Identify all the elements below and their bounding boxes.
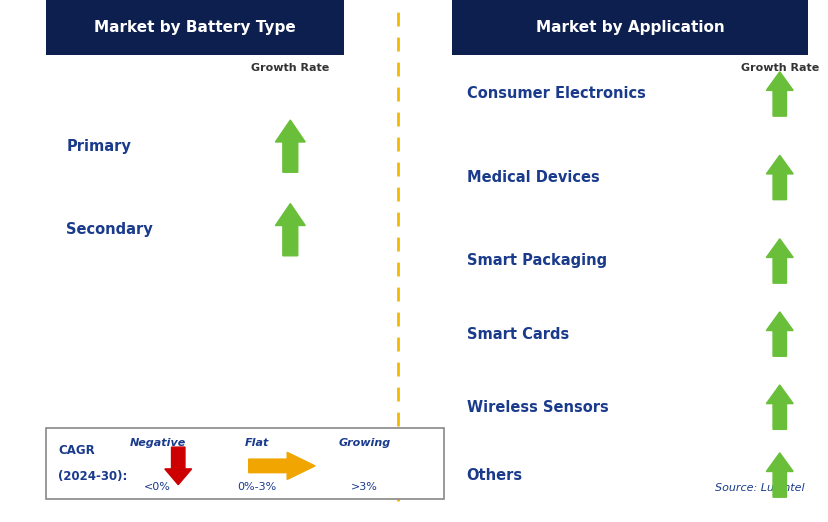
Polygon shape	[275, 204, 305, 256]
Text: Source: Lucintel: Source: Lucintel	[714, 483, 803, 493]
Text: Smart Packaging: Smart Packaging	[466, 254, 606, 268]
Polygon shape	[765, 453, 792, 497]
Text: Medical Devices: Medical Devices	[466, 170, 599, 185]
Text: Flat: Flat	[244, 437, 269, 448]
Polygon shape	[765, 312, 792, 356]
Polygon shape	[765, 156, 792, 199]
Text: Consumer Electronics: Consumer Electronics	[466, 87, 645, 101]
Text: (2024-30):: (2024-30):	[58, 470, 128, 483]
Polygon shape	[765, 239, 792, 283]
Polygon shape	[248, 452, 315, 479]
Text: >3%: >3%	[351, 482, 378, 492]
Text: <0%: <0%	[144, 482, 171, 492]
FancyBboxPatch shape	[451, 0, 807, 55]
Text: 0%-3%: 0%-3%	[237, 482, 277, 492]
Polygon shape	[275, 120, 305, 172]
Text: CAGR: CAGR	[58, 444, 94, 457]
Text: Others: Others	[466, 468, 522, 482]
Text: Wireless Sensors: Wireless Sensors	[466, 400, 608, 414]
FancyBboxPatch shape	[46, 0, 344, 55]
Text: Smart Cards: Smart Cards	[466, 327, 568, 341]
Polygon shape	[765, 72, 792, 116]
Polygon shape	[765, 385, 792, 429]
Text: Market by Battery Type: Market by Battery Type	[94, 20, 296, 35]
Polygon shape	[388, 447, 415, 484]
Text: Secondary: Secondary	[66, 222, 153, 237]
Text: Growth Rate: Growth Rate	[739, 63, 818, 73]
Text: Negative: Negative	[129, 437, 185, 448]
Polygon shape	[165, 447, 191, 484]
FancyBboxPatch shape	[46, 428, 443, 499]
Text: Primary: Primary	[66, 139, 131, 153]
Text: Growing: Growing	[338, 437, 391, 448]
Text: Growth Rate: Growth Rate	[251, 63, 329, 73]
Text: Market by Application: Market by Application	[535, 20, 724, 35]
